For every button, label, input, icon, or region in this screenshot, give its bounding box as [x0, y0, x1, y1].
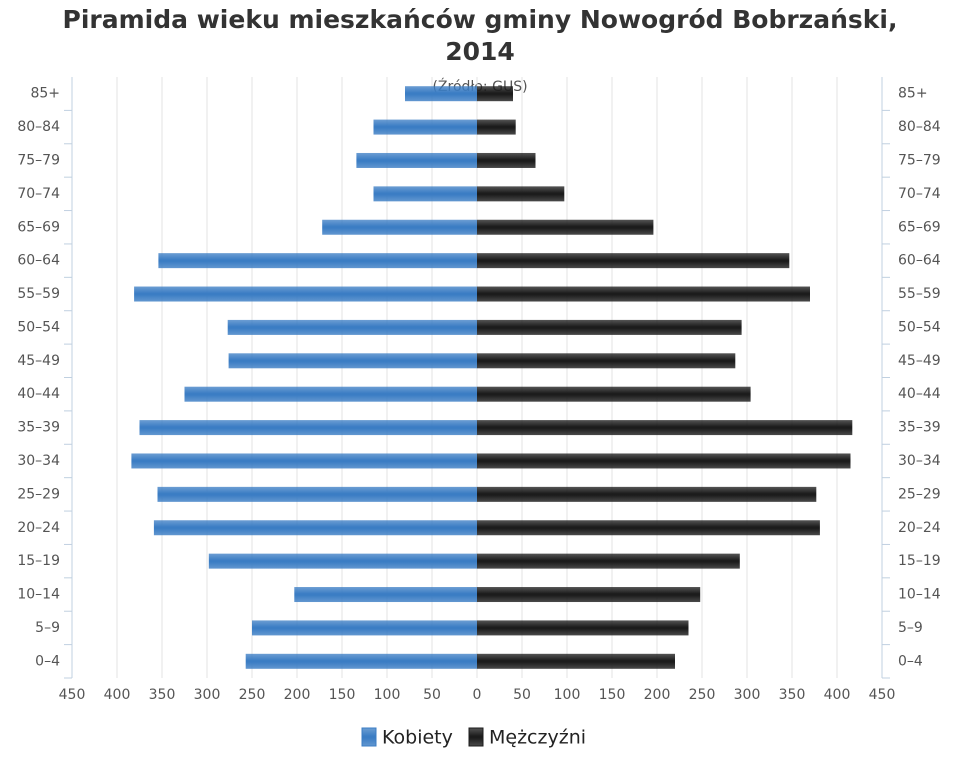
bar	[294, 587, 477, 603]
y-tick-label: 80–84	[898, 119, 941, 135]
y-tick-label: 30–34	[17, 453, 60, 469]
x-tick-label: 150	[329, 687, 356, 703]
y-tick-label: 70–74	[17, 186, 60, 202]
y-tick-label: 55–59	[898, 286, 941, 302]
bar	[139, 420, 477, 436]
bar	[477, 219, 654, 235]
bar	[131, 453, 477, 469]
bar	[158, 253, 477, 269]
bar	[208, 553, 478, 569]
legend-label: Mężczyźni	[489, 727, 586, 749]
bar	[373, 186, 477, 202]
y-tick-label: 65–69	[898, 219, 941, 235]
y-tick-label: 45–49	[898, 353, 941, 369]
legend: Kobiety Mężczyźni	[361, 727, 586, 749]
bar	[477, 420, 853, 436]
bar	[477, 553, 740, 569]
bar	[356, 152, 477, 168]
bar	[228, 353, 477, 369]
bar	[477, 319, 742, 335]
legend-swatch	[361, 727, 377, 747]
x-tick-label: 150	[599, 687, 626, 703]
y-tick-label: 70–74	[898, 186, 941, 202]
y-tick-label: 10–14	[17, 587, 60, 603]
y-tick-label: 25–29	[898, 486, 941, 502]
y-tick-label: 45–49	[17, 353, 60, 369]
bar	[477, 286, 810, 302]
bar	[477, 486, 817, 502]
y-tick-label: 75–79	[17, 152, 60, 168]
bar	[477, 152, 536, 168]
bar	[477, 119, 516, 135]
chart-title: Piramida wieku mieszkańców gminy Nowogró…	[62, 5, 898, 66]
bar	[322, 219, 477, 235]
x-tick-label: 50	[513, 687, 531, 703]
bar	[245, 653, 477, 669]
x-tick-label: 400	[104, 687, 131, 703]
y-tick-label: 0–4	[898, 653, 923, 669]
y-tick-label: 65–69	[17, 219, 60, 235]
bar	[477, 186, 565, 202]
bar	[405, 86, 477, 102]
bar	[477, 353, 736, 369]
y-tick-label: 30–34	[898, 453, 941, 469]
y-tick-label: 85+	[30, 86, 60, 102]
bar	[373, 119, 477, 135]
y-tick-label: 25–29	[17, 486, 60, 502]
y-tick-label: 15–19	[898, 553, 941, 569]
x-tick-label: 50	[423, 687, 441, 703]
x-tick-label: 200	[284, 687, 311, 703]
y-tick-label: 5–9	[35, 620, 60, 636]
y-tick-label: 85+	[898, 86, 928, 102]
bar	[477, 587, 701, 603]
bar	[477, 453, 851, 469]
y-tick-label: 40–44	[898, 386, 941, 402]
x-tick-label: 200	[644, 687, 671, 703]
y-tick-label: 75–79	[898, 152, 941, 168]
y-tick-label: 5–9	[898, 620, 923, 636]
y-tick-label: 80–84	[17, 119, 60, 135]
bar	[227, 319, 477, 335]
y-tick-label: 60–64	[898, 253, 941, 269]
y-tick-label: 60–64	[17, 253, 60, 269]
bar	[477, 653, 675, 669]
y-tick-label: 15–19	[17, 553, 60, 569]
y-tick-label: 50–54	[17, 319, 60, 335]
y-tick-label: 20–24	[17, 520, 60, 536]
bar	[134, 286, 477, 302]
x-tick-label: 300	[734, 687, 761, 703]
x-tick-label: 350	[779, 687, 806, 703]
bar	[252, 620, 477, 636]
x-tick-label: 350	[149, 687, 176, 703]
x-tick-label: 100	[374, 687, 401, 703]
x-tick-label: 0	[473, 687, 482, 703]
y-tick-label: 35–39	[17, 420, 60, 436]
bar	[477, 520, 820, 536]
bar	[477, 253, 790, 269]
x-tick-label: 400	[824, 687, 851, 703]
y-tick-label: 40–44	[17, 386, 60, 402]
x-tick-label: 300	[194, 687, 221, 703]
y-tick-label: 50–54	[898, 319, 941, 335]
y-tick-label: 20–24	[898, 520, 941, 536]
legend-swatch	[468, 727, 484, 747]
bar	[477, 620, 689, 636]
legend-label: Kobiety	[382, 727, 453, 749]
y-tick-label: 10–14	[898, 587, 941, 603]
x-tick-label: 450	[59, 687, 86, 703]
x-tick-label: 450	[869, 687, 896, 703]
bar	[184, 386, 477, 402]
x-tick-label: 250	[689, 687, 716, 703]
y-tick-label: 35–39	[898, 420, 941, 436]
bar	[153, 520, 477, 536]
y-tick-label: 0–4	[35, 653, 60, 669]
bar	[477, 86, 513, 102]
bar	[477, 386, 751, 402]
x-tick-label: 100	[554, 687, 581, 703]
x-tick-label: 250	[239, 687, 266, 703]
bar	[157, 486, 477, 502]
y-tick-label: 55–59	[17, 286, 60, 302]
